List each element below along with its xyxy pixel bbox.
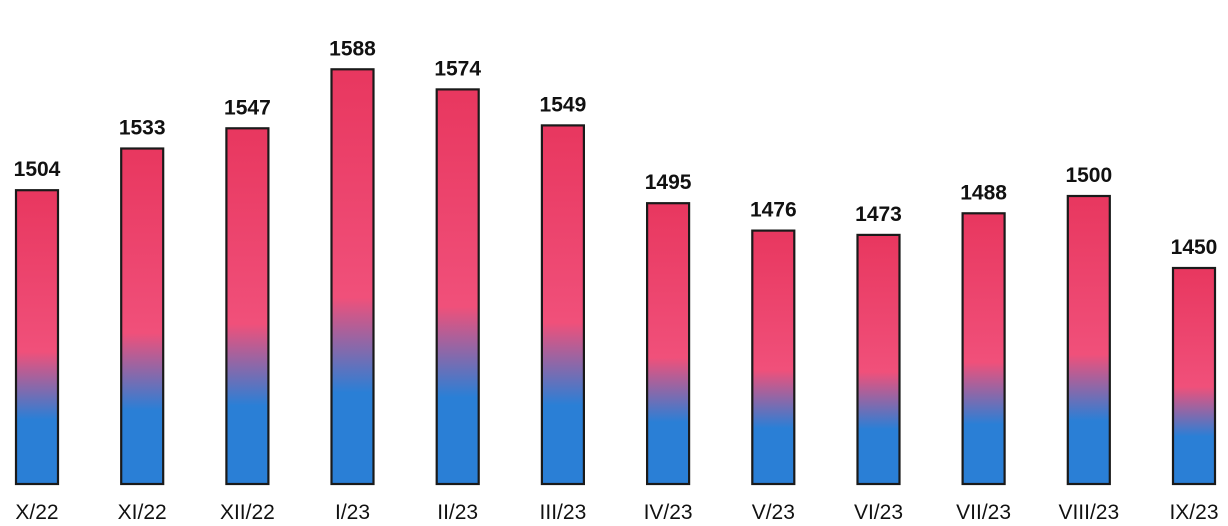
- data-label: 1574: [434, 57, 481, 80]
- x-axis-tick-labels: X/22 XI/22 XII/22 I/23 II/23 III/23 IV/23 V/23 V…: [15, 501, 1218, 524]
- x-tick-label: III/23: [540, 501, 587, 524]
- x-tick-label: IX/23: [1169, 501, 1218, 524]
- x-tick-label: X/22: [15, 501, 58, 524]
- x-tick-label: VII/23: [956, 501, 1011, 524]
- bar-ii-23: [435, 88, 480, 486]
- x-tick-label: XII/22: [220, 501, 275, 524]
- bar-v-23: [751, 229, 796, 486]
- data-label: 1473: [855, 203, 902, 226]
- data-label: 1450: [1171, 236, 1218, 259]
- bar-vii-23: [961, 212, 1006, 486]
- x-tick-label: II/23: [437, 501, 478, 524]
- data-label: 1500: [1065, 164, 1112, 187]
- x-tick-label: VI/23: [854, 501, 903, 524]
- x-tick-label: VIII/23: [1058, 501, 1119, 524]
- data-label: 1533: [119, 117, 166, 140]
- bar-iv-23: [645, 202, 691, 486]
- bar-x-22: [14, 189, 60, 486]
- x-tick-label: XI/22: [118, 501, 167, 524]
- bar-xii-22: [225, 127, 270, 486]
- bar-viii-23: [1066, 194, 1111, 486]
- x-tick-label: V/23: [752, 501, 795, 524]
- x-tick-label: I/23: [335, 501, 370, 524]
- bar-i-23: [330, 68, 375, 486]
- data-label: 1588: [329, 37, 376, 60]
- bar-vi-23: [856, 233, 901, 486]
- data-label: 1504: [14, 158, 61, 181]
- bars-layer: [14, 68, 1217, 486]
- bar-ix-23: [1171, 266, 1217, 486]
- x-tick-label: IV/23: [644, 501, 693, 524]
- bar-iii-23: [540, 124, 586, 486]
- bar-xi-22: [120, 147, 165, 486]
- value-labels-layer: 1504 1533 1547 1588 1574 1549 1495 1476 1473 1488…: [14, 37, 1218, 259]
- data-label: 1549: [540, 93, 587, 116]
- data-label: 1488: [960, 181, 1007, 204]
- data-label: 1495: [645, 171, 692, 194]
- data-label: 1547: [224, 96, 271, 119]
- data-label: 1476: [750, 199, 797, 222]
